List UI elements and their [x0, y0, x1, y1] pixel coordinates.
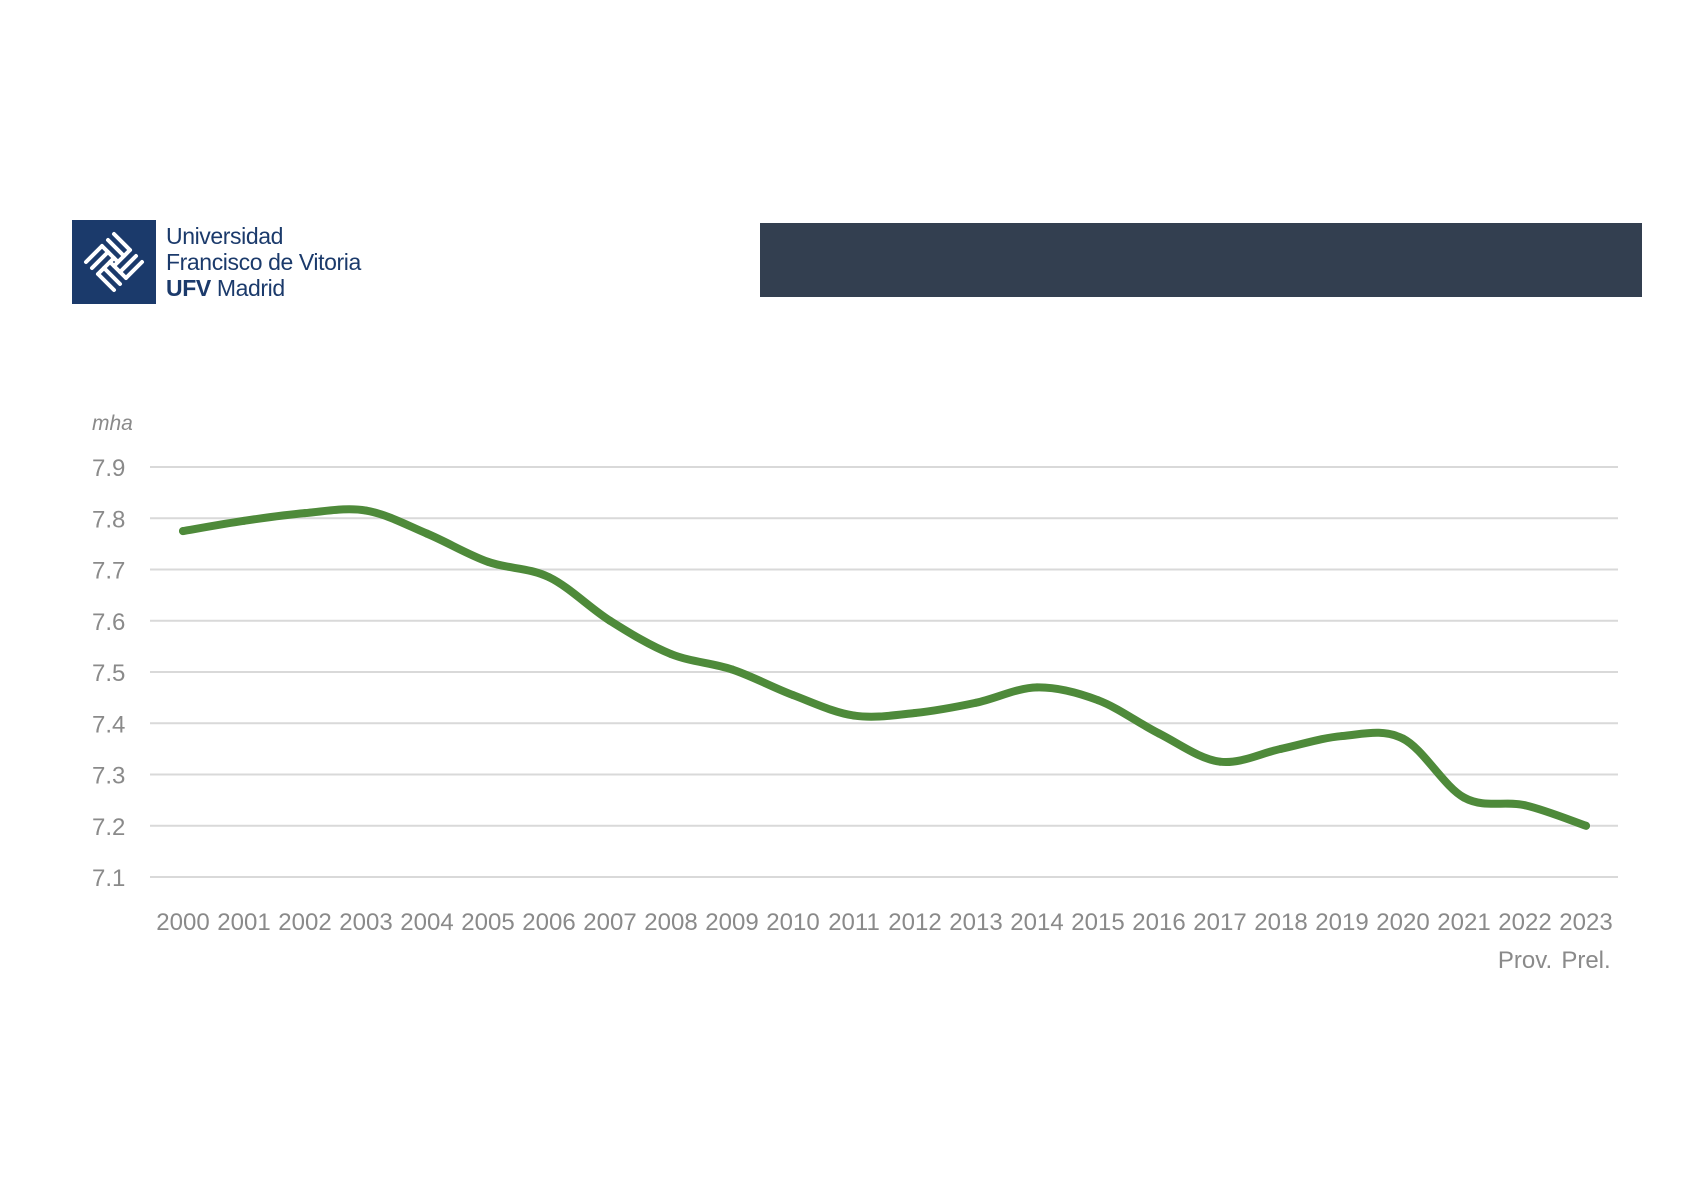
data-point-2015 [1094, 696, 1102, 705]
x-tick-label: 2001 [217, 909, 270, 936]
x-axis-ticks: 2000 2001 2002 2003 2004 2005 2006 2007 2008 2009… [156, 909, 1612, 974]
data-point-2021 [1460, 793, 1468, 802]
x-tick-label: 2005 [461, 909, 514, 936]
y-axis-unit-label: mha [92, 412, 133, 435]
x-tick-label: 2022 [1498, 909, 1551, 936]
x-tick-note: Prov. [1498, 947, 1552, 974]
logo-ufv: UFV [166, 275, 211, 301]
data-point-2022 [1521, 801, 1529, 810]
data-point-2007 [606, 616, 614, 625]
x-tick-label: 2017 [1193, 909, 1246, 936]
data-point-2010 [789, 691, 797, 700]
x-tick-label: 2013 [949, 909, 1002, 936]
logo-line-3: UFV Madrid [166, 275, 361, 301]
logo-line-1: Universidad [166, 223, 284, 249]
data-point-2002 [301, 509, 309, 518]
data-point-2013 [972, 698, 980, 707]
data-point-2006 [545, 573, 553, 582]
y-tick-label: 7.6 [92, 609, 125, 636]
data-point-2011 [850, 711, 858, 720]
logo-line-2: Francisco de Vitoria [166, 249, 361, 275]
x-tick-label: 2012 [888, 909, 941, 936]
data-point-2000 [179, 527, 187, 536]
data-point-2016 [1155, 729, 1163, 738]
logo-madrid: Madrid [216, 275, 285, 301]
x-tick-label: 2010 [766, 909, 819, 936]
y-tick-label: 7.9 [92, 455, 125, 482]
data-point-2018 [1277, 744, 1285, 753]
data-point-2019 [1338, 732, 1346, 741]
data-point-2017 [1216, 757, 1224, 766]
data-point-2005 [484, 557, 492, 566]
y-tick-label: 7.1 [92, 865, 125, 892]
data-point-2008 [667, 650, 675, 659]
x-tick-label: 2002 [278, 909, 331, 936]
y-tick-label: 7.5 [92, 660, 125, 687]
x-tick-label: 2020 [1376, 909, 1429, 936]
x-tick-label: 2014 [1010, 909, 1063, 936]
x-tick-label: 2000 [156, 909, 209, 936]
data-point-2003 [362, 506, 370, 515]
x-tick-note: Prel. [1561, 947, 1610, 974]
ufv-emblem-icon [72, 220, 156, 304]
y-tick-label: 7.3 [92, 763, 125, 790]
data-point-2020 [1399, 734, 1407, 743]
x-tick-label: 2015 [1071, 909, 1124, 936]
x-tick-label: 2016 [1132, 909, 1185, 936]
x-tick-label: 2021 [1437, 909, 1490, 936]
logo-wordmark: Universidad Francisco de Vitoria UFV Mad… [166, 223, 361, 301]
y-tick-label: 7.7 [92, 558, 125, 585]
data-series [179, 505, 1590, 830]
data-point-2023 [1582, 821, 1590, 830]
data-point-2001 [240, 516, 248, 525]
series-line [179, 505, 1590, 830]
x-tick-label: 2009 [705, 909, 758, 936]
gridlines [150, 466, 1618, 878]
x-tick-label: 2006 [522, 909, 575, 936]
x-tick-label: 2004 [400, 909, 453, 936]
data-point-2014 [1033, 683, 1041, 692]
data-point-2009 [728, 665, 736, 674]
y-tick-label: 7.4 [92, 711, 125, 738]
y-tick-label: 7.2 [92, 814, 125, 841]
x-tick-label: 2023 [1559, 909, 1612, 936]
header-banner [760, 223, 1642, 297]
data-point-2012 [911, 709, 919, 717]
x-tick-label: 2011 [828, 909, 880, 936]
x-tick-label: 2019 [1315, 909, 1368, 936]
x-tick-label: 2018 [1254, 909, 1307, 936]
y-tick-label: 7.8 [92, 506, 125, 533]
data-point-2004 [423, 529, 431, 538]
x-tick-label: 2003 [339, 909, 392, 936]
university-logo: Universidad Francisco de Vitoria UFV Mad… [72, 220, 361, 304]
x-tick-label: 2007 [583, 909, 636, 936]
y-axis-ticks: 7.1 7.2 7.3 7.4 7.5 7.6 7.7 7.8 7.9 [92, 455, 125, 892]
x-tick-label: 2008 [644, 909, 697, 936]
